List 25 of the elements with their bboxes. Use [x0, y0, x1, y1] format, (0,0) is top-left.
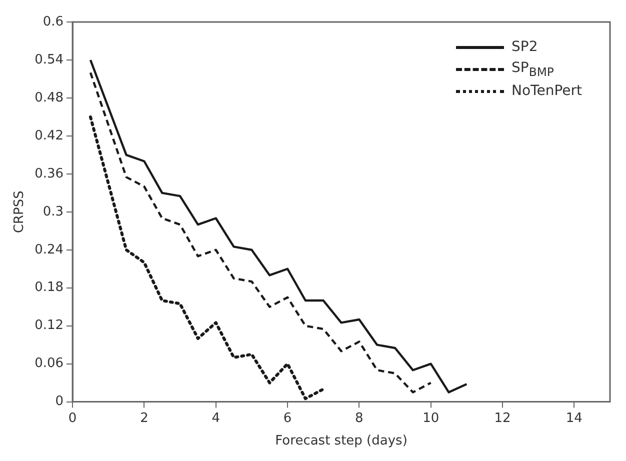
x-tick-label: 14 [566, 410, 582, 426]
y-tick-label: 0.12 [34, 318, 64, 334]
x-tick-label: 2 [140, 410, 148, 426]
y-tick-label: 0.6 [42, 14, 64, 30]
y-tick-label: 0.54 [34, 52, 64, 68]
x-axis-title: Forecast step (days) [275, 434, 408, 449]
x-tick-label: 8 [355, 410, 364, 426]
legend-label: SP$_{BMP}$ [512, 60, 554, 78]
legend-label: NoTenPert [512, 83, 582, 99]
x-tick-label: 4 [212, 410, 220, 426]
y-axis-title: CRPSS [12, 190, 28, 234]
x-tick-label: 10 [422, 410, 440, 426]
x-tick-label: 0 [68, 410, 77, 426]
line-series [88, 115, 325, 400]
y-tick-label: 0.06 [34, 356, 64, 372]
y-tick-label: 0 [55, 394, 64, 410]
y-tick-label: 0.24 [34, 242, 64, 258]
legend-label: SP2 [512, 39, 538, 55]
y-tick-label: 0.18 [34, 280, 64, 296]
y-tick-label: 0.48 [34, 90, 64, 106]
y-tick-label: 0.3 [42, 204, 64, 220]
x-tick-label: 12 [494, 410, 511, 426]
y-tick-label: 0.36 [34, 166, 64, 182]
x-tick-label: 6 [283, 410, 292, 426]
y-tick-label: 0.42 [34, 128, 64, 144]
